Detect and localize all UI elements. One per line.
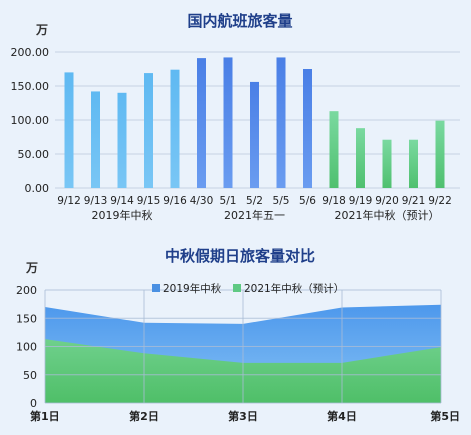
y-tick-label: 200.00 <box>11 46 50 59</box>
bar <box>223 57 233 188</box>
y-tick-label: 200 <box>16 284 37 297</box>
bar-chart: 国内航班旅客量 万 0.00 50.00 100.00 150.00 200.00 9/… <box>11 12 460 222</box>
x-tick-label: 第2日 <box>129 409 159 423</box>
y-tick-label: 50 <box>23 369 37 382</box>
x-tick-label: 9/16 <box>163 195 187 207</box>
x-tick-label: 9/15 <box>137 195 161 207</box>
x-tick-label: 5/1 <box>220 195 237 207</box>
legend-swatch <box>152 284 160 292</box>
x-tick-label: 第5日 <box>430 409 460 423</box>
area-chart: 中秋假期日旅客量对比 万 0 50 100 150 200 第1日 第2日 第3日 第4日 第5… <box>16 247 460 423</box>
x-tick-label: 第3日 <box>228 409 258 423</box>
legend: 2019年中秋 2021年中秋（预计） <box>152 282 344 295</box>
group-labels: 2019年中秋 2021年五一 2021年中秋（预计） <box>92 208 440 222</box>
x-tick-label: 9/13 <box>84 195 108 207</box>
bar <box>329 111 339 188</box>
y-tick-label: 0 <box>30 397 37 410</box>
legend-label: 2021年中秋（预计） <box>244 282 344 295</box>
group-label: 2021年五一 <box>224 208 285 222</box>
x-tick-label: 9/19 <box>349 195 373 207</box>
x-tick-labels: 9/12 9/13 9/14 9/15 9/16 4/30 5/1 5/2 5/5 5/6 9/18… <box>57 195 452 207</box>
x-tick-label: 9/14 <box>110 195 134 207</box>
bar <box>435 120 445 188</box>
x-tick-label: 5/6 <box>299 195 316 207</box>
bar <box>382 139 392 188</box>
bar <box>356 128 365 188</box>
group-label: 2019年中秋 <box>92 208 153 222</box>
bar <box>303 69 312 188</box>
gridlines <box>44 289 442 404</box>
y-tick-label: 100 <box>16 341 37 354</box>
chart-title: 中秋假期日旅客量对比 <box>165 247 315 265</box>
x-tick-labels: 第1日 第2日 第3日 第4日 第5日 <box>30 409 460 423</box>
bar <box>64 72 74 188</box>
bar <box>117 92 127 188</box>
y-axis-unit: 万 <box>35 23 48 37</box>
x-tick-label: 4/30 <box>190 195 214 207</box>
y-tick-label: 50.00 <box>18 148 50 161</box>
bar <box>197 58 206 189</box>
bar <box>91 91 100 188</box>
x-tick-label: 5/2 <box>246 195 263 207</box>
x-tick-label: 9/22 <box>428 195 452 207</box>
y-tick-label: 150.00 <box>11 80 50 93</box>
y-axis-unit: 万 <box>25 261 38 275</box>
bar <box>409 139 418 188</box>
y-tick-labels: 0.00 50.00 100.00 150.00 200.00 <box>11 46 50 195</box>
bar <box>170 69 180 188</box>
bar <box>144 73 153 188</box>
y-tick-label: 0.00 <box>25 182 50 195</box>
y-tick-labels: 0 50 100 150 200 <box>16 284 37 410</box>
x-tick-label: 第1日 <box>30 409 60 423</box>
x-tick-label: 9/21 <box>402 195 426 207</box>
legend-swatch <box>233 284 241 292</box>
bar <box>250 81 259 188</box>
x-tick-label: 第4日 <box>327 409 357 423</box>
group-label: 2021年中秋（预计） <box>335 208 440 222</box>
legend-label: 2019年中秋 <box>163 282 222 295</box>
y-tick-label: 150 <box>16 312 37 325</box>
x-tick-label: 9/18 <box>322 195 346 207</box>
x-tick-label: 9/20 <box>375 195 399 207</box>
x-tick-label: 9/12 <box>57 195 81 207</box>
x-tick-label: 5/5 <box>273 195 290 207</box>
chart-title: 国内航班旅客量 <box>187 12 292 30</box>
y-tick-label: 100.00 <box>11 114 50 127</box>
bars <box>64 57 445 189</box>
bar <box>276 57 286 188</box>
